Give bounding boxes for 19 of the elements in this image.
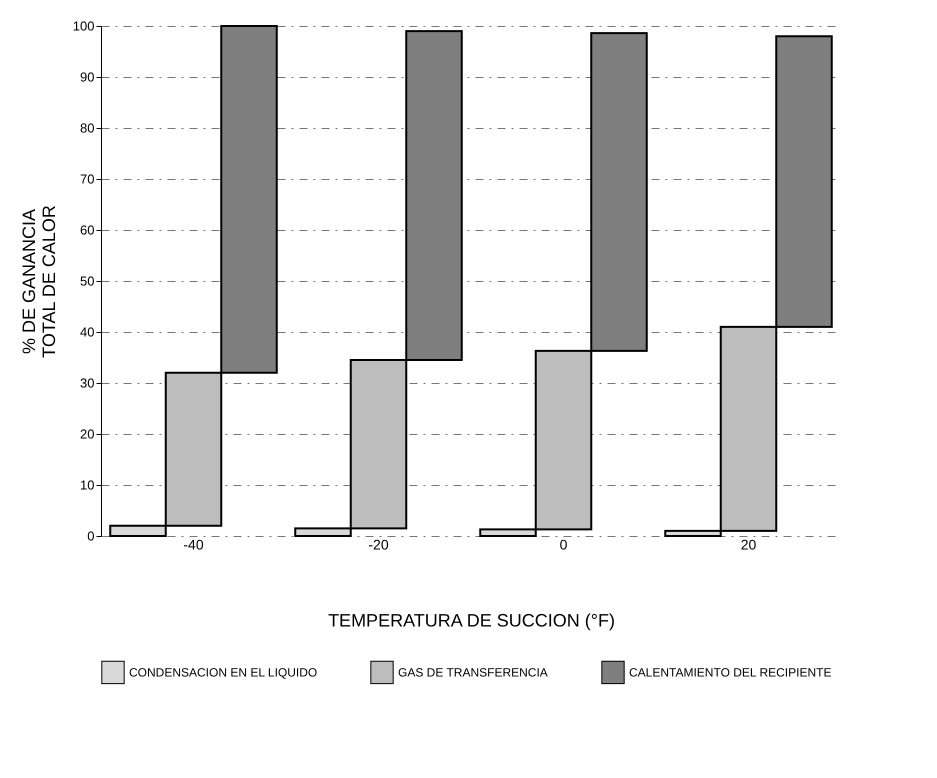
- y-tick-label: 100: [72, 18, 94, 34]
- y-tick-label: 30: [80, 376, 94, 390]
- x-axis-title: TEMPERATURA DE SUCCION (°F): [328, 610, 615, 630]
- y-tick-label: 20: [80, 426, 94, 442]
- legend-label: CONDENSACION EN EL LIQUIDO: [129, 665, 318, 680]
- y-tick-label: 50: [80, 274, 94, 288]
- y-tick-label: 60: [80, 222, 94, 238]
- x-tick-label: -20: [368, 536, 389, 552]
- x-tick-label: -40: [183, 536, 204, 552]
- y-tick-label: 80: [80, 120, 94, 136]
- x-tick-label: 0: [560, 536, 568, 552]
- y-tick-label: 10: [80, 478, 94, 492]
- y-tick-label: 40: [80, 324, 94, 340]
- y-tick-label: 70: [80, 172, 94, 186]
- legend-label: CALENTAMIENTO DEL RECIPIENTE: [629, 665, 832, 680]
- y-axis-title: % DE GANANCIA TOTAL DE CALOR: [18, 205, 59, 358]
- legend-label: GAS DE TRANSFERENCIA: [398, 665, 548, 680]
- y-tick-label: 90: [80, 70, 94, 84]
- x-tick-label: 20: [740, 536, 756, 552]
